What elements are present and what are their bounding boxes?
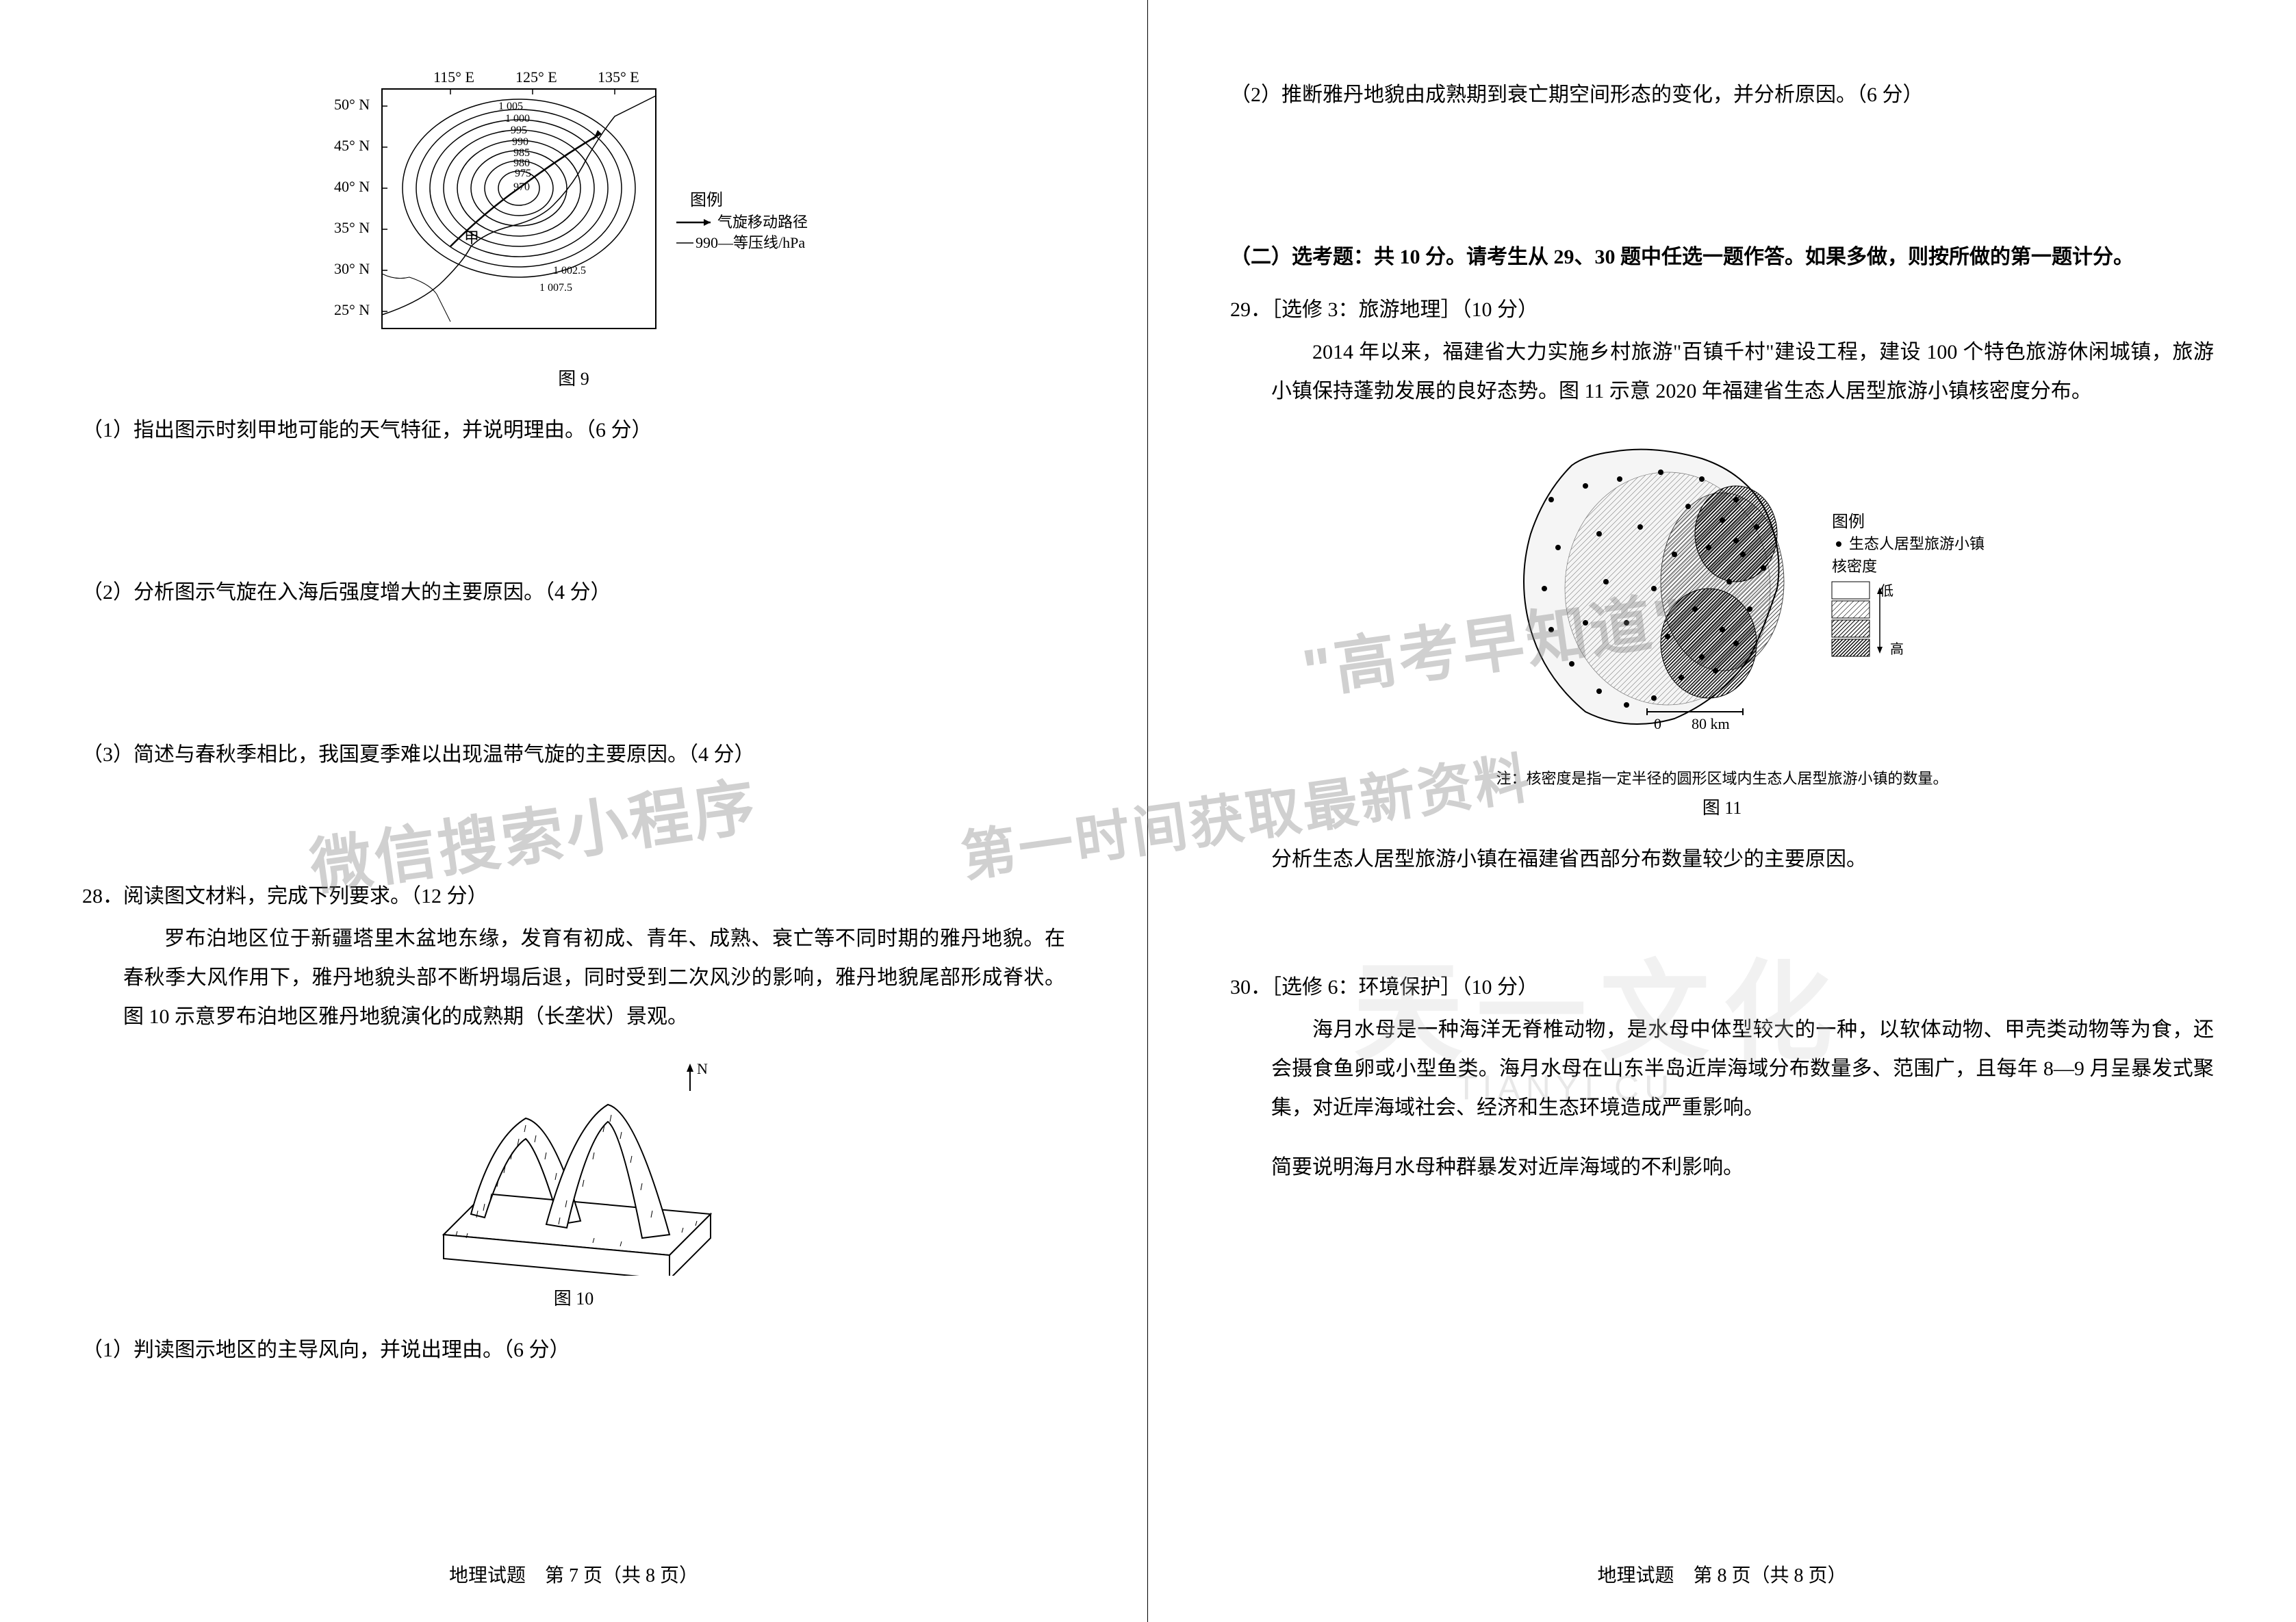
q27-sub1: （1）指出图示时刻甲地可能的天气特征，并说明理由。（6 分） — [82, 411, 1065, 450]
legend-density: 核密度 — [1832, 558, 1877, 575]
svg-text:970: 970 — [513, 181, 530, 193]
lon-label: 125° E — [515, 68, 557, 86]
lat-label: 35° N — [334, 219, 370, 236]
figure-9-container: 115° E 125° E 135° E 50° N 45° N 40° N 3… — [82, 68, 1065, 390]
q27-sub2: （2）分析图示气旋在入海后强度增大的主要原因。（4 分） — [82, 573, 1065, 612]
svg-text:1 007.5: 1 007.5 — [539, 282, 572, 294]
figure-10-svg: N — [403, 1057, 745, 1276]
q28-intro: 罗布泊地区位于新疆塔里木盆地东缘，发育有初成、青年、成熟、衰亡等不同时期的雅丹地… — [123, 919, 1065, 1036]
legend-title: 图例 — [690, 191, 723, 209]
legend-item: 990—等压线/hPa — [696, 234, 805, 251]
q29-header: 29．［选修 3：旅游地理］（10 分） — [1230, 290, 2214, 329]
north-label: N — [697, 1060, 708, 1077]
density-low — [1565, 472, 1770, 705]
q30-intro: 海月水母是一种海洋无脊椎动物，是水母中体型较大的一种，以软体动物、甲壳类动物等为… — [1271, 1010, 2214, 1127]
q28-sub2: （2）推断雅丹地貌由成熟期到衰亡期空间形态的变化，并分析原因。（6 分） — [1230, 75, 2214, 114]
lat-label: 40° N — [334, 178, 370, 195]
legend-title: 图例 — [1832, 513, 1865, 531]
lat-label: 30° N — [334, 260, 370, 277]
svg-text:1 002.5: 1 002.5 — [553, 265, 586, 276]
scale-label: 0 80 km — [1654, 715, 1730, 732]
lat-label: 45° N — [334, 137, 370, 154]
q30-question: 简要说明海月水母种群暴发对近岸海域的不利影响。 — [1271, 1148, 2214, 1187]
figure-9-svg: 115° E 125° E 135° E 50° N 45° N 40° N 3… — [327, 68, 820, 356]
q28-sub1: （1）判读图示地区的主导风向，并说出理由。（6 分） — [82, 1330, 1065, 1369]
figure-9-label: 图 9 — [82, 365, 1065, 390]
lon-label: 115° E — [433, 68, 474, 86]
figure-10-container: N — [82, 1057, 1065, 1310]
page-7-footer: 地理试题 第 7 页（共 8 页） — [0, 1560, 1147, 1588]
q28-header: 28．阅读图文材料，完成下列要求。（12 分） — [82, 877, 1065, 916]
svg-text:975: 975 — [515, 168, 531, 179]
figure-11-note: 注：核密度是指一定半径的圆形区域内生态人居型旅游小镇的数量。 — [1230, 767, 2214, 788]
lat-label: 50° N — [334, 96, 370, 113]
page-8: （2）推断雅丹地貌由成熟期到衰亡期空间形态的变化，并分析原因。（6 分） （二）… — [1148, 0, 2296, 1622]
section-2-header: （二）选考题：共 10 分。请考生从 29、30 题中任选一题作答。如果多做，则… — [1230, 237, 2214, 276]
figure-11-container: 图例 生态人居型旅游小镇 核密度 低 高 0 80 km 注：核密度是指一定半径… — [1230, 431, 2214, 819]
legend-low: 低 — [1880, 583, 1893, 599]
svg-text:995: 995 — [511, 125, 527, 136]
point-jia: 甲 — [464, 229, 479, 246]
q27-sub3: （3）简述与春秋季相比，我国夏季难以出现温带气旋的主要原因。（4 分） — [82, 735, 1065, 774]
lon-label: 135° E — [598, 68, 639, 86]
svg-text:1 005: 1 005 — [498, 101, 523, 112]
q30-header: 30．［选修 6：环境保护］（10 分） — [1230, 968, 2214, 1007]
q29-intro: 2014 年以来，福建省大力实施乡村旅游"百镇千村"建设工程，建设 100 个特… — [1271, 333, 2214, 411]
figure-11-label: 图 11 — [1230, 794, 2214, 819]
page-8-footer: 地理试题 第 8 页（共 8 页） — [1148, 1560, 2296, 1588]
page-7: 115° E 125° E 135° E 50° N 45° N 40° N 3… — [0, 0, 1148, 1622]
legend-high: 高 — [1890, 641, 1904, 657]
svg-text:990: 990 — [512, 136, 528, 148]
legend-item: 气旋移动路径 — [717, 214, 808, 231]
svg-text:1 000: 1 000 — [505, 113, 530, 125]
q29-question: 分析生态人居型旅游小镇在福建省西部分布数量较少的主要原因。 — [1271, 840, 2214, 879]
lat-label: 25° N — [334, 301, 370, 318]
figure-11-svg: 图例 生态人居型旅游小镇 核密度 低 高 0 80 km — [1449, 431, 1996, 760]
legend-point: 生态人居型旅游小镇 — [1849, 535, 1985, 552]
figure-10-label: 图 10 — [82, 1285, 1065, 1310]
